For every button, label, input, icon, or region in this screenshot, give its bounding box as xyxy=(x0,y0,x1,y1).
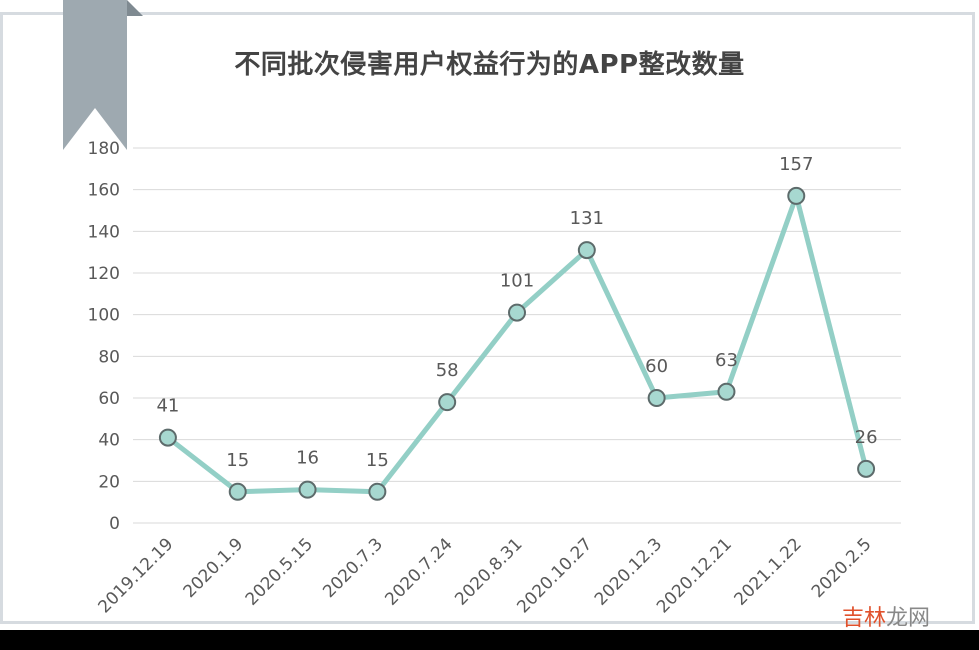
x-tick-label: 2020.7.24 xyxy=(381,534,456,609)
data-label: 15 xyxy=(366,450,389,471)
chart-frame xyxy=(0,12,975,624)
x-tick-label: 2020.12.21 xyxy=(653,534,736,617)
x-tick-label: 2020.1.9 xyxy=(180,534,248,602)
series-line xyxy=(165,193,869,495)
data-label: 15 xyxy=(226,450,249,471)
data-label: 26 xyxy=(855,427,878,448)
data-point xyxy=(438,393,457,412)
x-tick-label: 2020.10.27 xyxy=(513,534,596,617)
data-point xyxy=(787,186,806,205)
data-label: 41 xyxy=(156,396,179,417)
x-tick-label: 2020.5.15 xyxy=(242,534,317,609)
y-tick-label: 40 xyxy=(98,431,120,451)
data-label: 58 xyxy=(436,360,459,381)
data-point xyxy=(298,480,317,499)
data-label: 101 xyxy=(500,271,534,292)
y-tick-label: 20 xyxy=(98,472,120,492)
data-point xyxy=(368,482,387,501)
data-label: 16 xyxy=(296,448,319,469)
y-tick-label: 160 xyxy=(88,181,120,201)
data-label: 60 xyxy=(645,356,668,377)
data-point xyxy=(508,303,526,322)
data-label: 63 xyxy=(715,350,738,371)
watermark-part1: 吉林 xyxy=(842,606,887,631)
watermark-part2: 龙网 xyxy=(886,606,931,631)
y-tick-label: 0 xyxy=(109,514,120,534)
x-tick-label: 2020.7.3 xyxy=(319,534,387,602)
y-tick-label: 60 xyxy=(98,389,120,409)
data-point xyxy=(228,482,247,501)
x-tick-label: 2020.12.3 xyxy=(591,534,666,609)
data-label: 131 xyxy=(570,208,604,229)
data-point xyxy=(647,389,666,407)
y-tick-label: 120 xyxy=(88,264,120,284)
x-tick-label: 2021.1.22 xyxy=(730,534,805,609)
y-tick-label: 140 xyxy=(88,222,120,242)
y-tick-label: 100 xyxy=(88,306,120,326)
x-tick-label: 2019.12.19 xyxy=(94,534,177,617)
bookmark-ribbon-icon xyxy=(63,0,143,150)
x-tick-label: 2020.2.5 xyxy=(808,534,876,602)
watermark: 吉林龙网 xyxy=(842,600,930,632)
y-tick-label: 80 xyxy=(98,347,120,367)
chart-title: 不同批次侵害用户权益行为的APP整改数量 xyxy=(234,50,745,80)
bottom-bar xyxy=(0,630,979,650)
data-point xyxy=(717,382,736,401)
data-point xyxy=(857,459,876,478)
x-tick-label: 2020.8.31 xyxy=(451,534,526,609)
data-point xyxy=(158,428,177,447)
data-label: 157 xyxy=(779,154,813,175)
data-point xyxy=(577,241,596,260)
y-tick-label: 180 xyxy=(88,139,120,159)
